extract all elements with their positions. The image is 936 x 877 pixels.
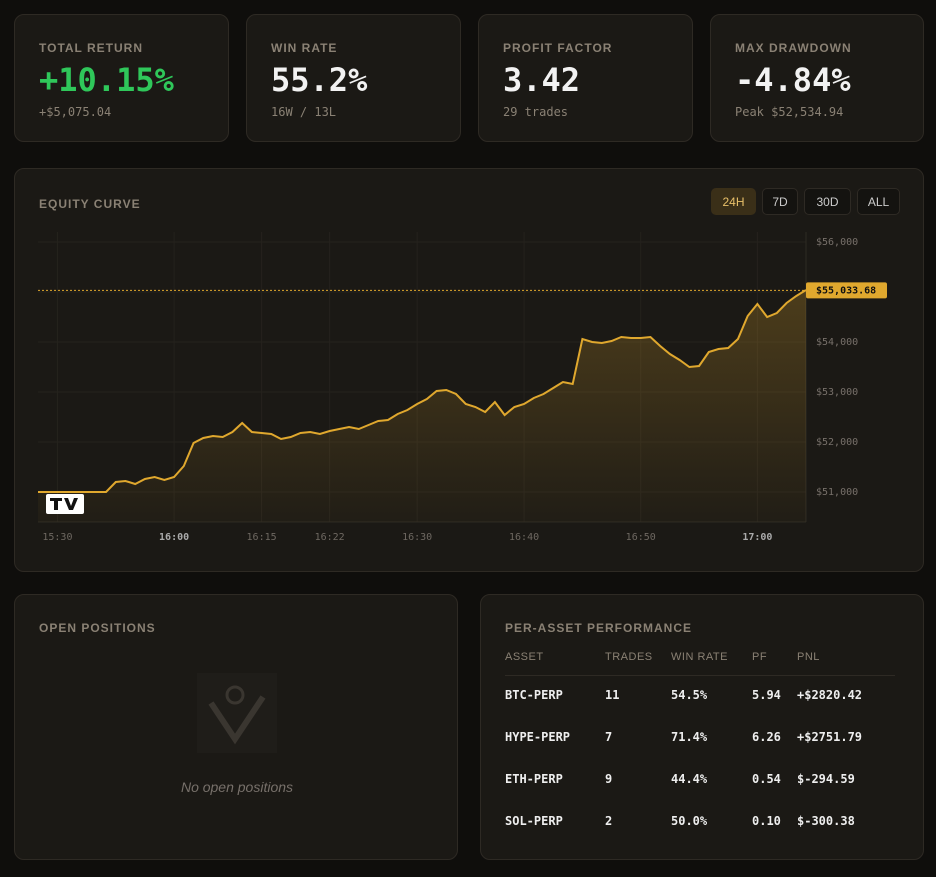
table-cell: 9: [605, 772, 613, 786]
stat-label: TOTAL RETURN: [39, 41, 143, 55]
stat-value: +10.15%: [39, 61, 174, 99]
table-cell: 0.10: [752, 814, 781, 828]
table-header: PNL: [797, 651, 820, 663]
table-cell: 54.5%: [671, 688, 708, 702]
stat-card: TOTAL RETURN +10.15% +$5,075.04: [14, 14, 229, 142]
table-cell: $-300.38: [797, 814, 855, 828]
table-cell: 44.4%: [671, 772, 708, 786]
table-cell: ETH-PERP: [505, 772, 563, 786]
range-button[interactable]: 7D: [762, 188, 798, 215]
table-cell: 6.26: [752, 730, 781, 744]
range-button[interactable]: 24H: [711, 188, 756, 215]
table-cell: +$2751.79: [797, 730, 863, 744]
stat-label: MAX DRAWDOWN: [735, 41, 852, 55]
table-header: ASSET: [505, 651, 544, 663]
card-title: EQUITY CURVE: [39, 197, 141, 211]
stat-sub: 16W / 13L: [271, 105, 337, 119]
empty-text: No open positions: [180, 779, 294, 795]
table-cell: 11: [605, 688, 620, 702]
stat-value: -4.84%: [735, 61, 851, 99]
table-cell: SOL-PERP: [505, 814, 563, 828]
table-cell: +$2820.42: [797, 688, 863, 702]
stat-card: PROFIT FACTOR 3.42 29 trades: [478, 14, 693, 142]
table-cell: 5.94: [752, 688, 781, 702]
range-button[interactable]: ALL: [857, 188, 900, 215]
card-title: PER-ASSET PERFORMANCE: [505, 621, 693, 635]
stat-card: WIN RATE 55.2% 16W / 13L: [246, 14, 461, 142]
performance-card: PER-ASSET PERFORMANCE ASSET TRADES WIN RAT…: [480, 594, 924, 860]
stat-sub: +$5,075.04: [39, 105, 112, 119]
table-cell: $-294.59: [797, 772, 855, 786]
table-cell: 71.4%: [671, 730, 708, 744]
divider: [505, 675, 895, 676]
stat-sub: 29 trades: [503, 105, 569, 119]
stat-card: MAX DRAWDOWN -4.84% Peak $52,534.94: [710, 14, 924, 142]
table-cell: HYPE-PERP: [505, 730, 571, 744]
stat-value: 3.42: [503, 61, 581, 99]
table-header: PF: [752, 651, 768, 663]
table-cell: 7: [605, 730, 613, 744]
stat-value: 55.2%: [271, 61, 368, 99]
stat-sub: Peak $52,534.94: [735, 105, 844, 119]
range-button[interactable]: 30D: [804, 188, 851, 215]
empty-icon: [197, 673, 277, 753]
table-cell: 50.0%: [671, 814, 708, 828]
table-cell: 2: [605, 814, 613, 828]
stat-label: WIN RATE: [271, 41, 338, 55]
positions-card: OPEN POSITIONS No open positions: [14, 594, 458, 860]
table-header: TRADES: [605, 651, 653, 663]
table-cell: BTC-PERP: [505, 688, 563, 702]
table-cell: 0.54: [752, 772, 781, 786]
stat-label: PROFIT FACTOR: [503, 41, 613, 55]
equity-card: EQUITY CURVE: [14, 168, 924, 572]
table-header: WIN RATE: [671, 651, 728, 663]
card-title: OPEN POSITIONS: [39, 621, 156, 635]
